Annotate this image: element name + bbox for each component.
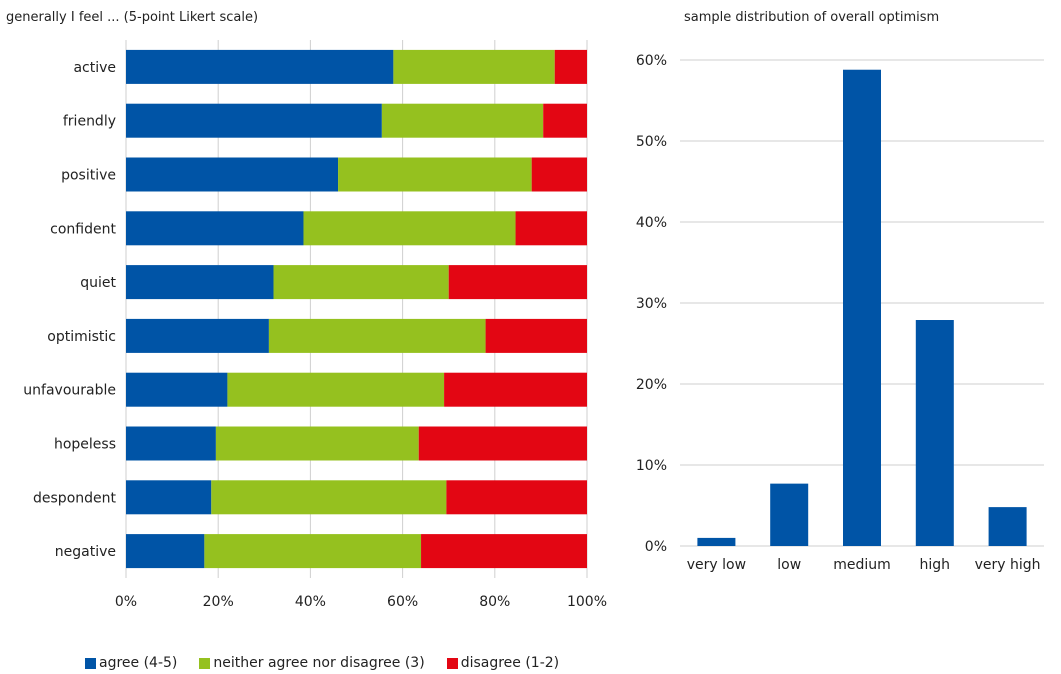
- category-label-active: active: [73, 60, 116, 76]
- bar-positive-neither: [338, 157, 532, 192]
- bar-active-neither: [393, 49, 555, 84]
- optimism-bar-very-low: [697, 537, 736, 546]
- right-y-tick-label: 60%: [636, 53, 667, 69]
- category-label-positive: positive: [61, 168, 116, 184]
- legend-item-agree: agree (4-5): [85, 655, 177, 671]
- category-label-optimistic: optimistic: [47, 329, 116, 345]
- bar-quiet-neither: [273, 265, 449, 300]
- bar-positive-disagree: [531, 157, 587, 192]
- legend-label-agree: agree (4-5): [99, 655, 178, 671]
- bar-negative-disagree: [421, 534, 587, 569]
- bar-quiet-agree: [126, 265, 274, 300]
- bar-negative-neither: [204, 534, 422, 569]
- optimism-category-label-medium: medium: [833, 557, 891, 573]
- legend-swatch-disagree: [446, 657, 458, 669]
- legend-item-disagree: disagree (1-2): [446, 655, 560, 671]
- right-y-tick-label: 40%: [636, 215, 667, 231]
- right-y-tick-label: 0%: [645, 539, 667, 555]
- bar-despondent-neither: [211, 480, 447, 515]
- bar-despondent-disagree: [446, 480, 587, 515]
- legend-item-neither: neither agree nor disagree (3): [199, 655, 425, 671]
- legend: agree (4-5) neither agree nor disagree (…: [85, 655, 559, 671]
- category-label-hopeless: hopeless: [54, 437, 116, 453]
- bar-confident-disagree: [515, 211, 587, 246]
- optimism-category-label-very-high: very high: [975, 557, 1041, 573]
- right-y-tick-label: 20%: [636, 377, 667, 393]
- bar-optimistic-neither: [268, 318, 486, 353]
- bar-active-disagree: [554, 49, 587, 84]
- category-label-despondent: despondent: [33, 490, 116, 506]
- left-x-tick-label: 40%: [295, 594, 326, 610]
- bar-despondent-agree: [126, 480, 212, 515]
- bar-hopeless-disagree: [418, 426, 587, 461]
- left-x-tick-label: 60%: [387, 594, 418, 610]
- bar-active-agree: [126, 49, 394, 84]
- legend-swatch-neither: [199, 657, 211, 669]
- bar-optimistic-disagree: [485, 318, 587, 353]
- bar-friendly-agree: [126, 103, 382, 138]
- bar-unfavourable-disagree: [444, 372, 587, 407]
- category-label-negative: negative: [55, 544, 116, 560]
- optimism-bar-very-high: [988, 507, 1027, 546]
- optimism-bar-high: [915, 320, 954, 546]
- bar-unfavourable-neither: [227, 372, 445, 407]
- optimism-category-label-very-low: very low: [687, 557, 746, 573]
- bar-quiet-disagree: [448, 265, 587, 300]
- bar-negative-agree: [126, 534, 205, 569]
- legend-label-disagree: disagree (1-2): [460, 655, 560, 671]
- bar-confident-neither: [303, 211, 516, 246]
- left-x-tick-label: 20%: [203, 594, 234, 610]
- bar-unfavourable-agree: [126, 372, 228, 407]
- bar-hopeless-agree: [126, 426, 216, 461]
- optimism-bar-low: [770, 483, 809, 546]
- left-x-tick-label: 0%: [115, 594, 137, 610]
- bar-hopeless-neither: [215, 426, 419, 461]
- bar-friendly-neither: [381, 103, 544, 138]
- left-x-tick-label: 80%: [479, 594, 510, 610]
- right-y-tick-label: 50%: [636, 134, 667, 150]
- bar-confident-agree: [126, 211, 304, 246]
- bar-friendly-disagree: [543, 103, 587, 138]
- category-label-quiet: quiet: [80, 275, 116, 291]
- left-x-tick-label: 100%: [567, 594, 607, 610]
- right-y-tick-label: 30%: [636, 296, 667, 312]
- category-label-confident: confident: [50, 221, 116, 237]
- optimism-category-label-high: high: [920, 557, 951, 573]
- right-chart-title: sample distribution of overall optimism: [684, 10, 940, 25]
- optimism-bar-medium: [843, 69, 881, 546]
- bar-positive-agree: [126, 157, 339, 192]
- legend-swatch-agree: [85, 657, 96, 669]
- optimism-category-label-low: low: [777, 557, 801, 573]
- left-chart-title: generally I feel ... (5-point Likert sca…: [6, 10, 259, 25]
- legend-label-neither: neither agree nor disagree (3): [213, 655, 425, 671]
- category-label-friendly: friendly: [63, 114, 116, 130]
- bar-optimistic-agree: [126, 318, 269, 353]
- right-y-tick-label: 10%: [636, 458, 667, 474]
- category-label-unfavourable: unfavourable: [23, 383, 116, 399]
